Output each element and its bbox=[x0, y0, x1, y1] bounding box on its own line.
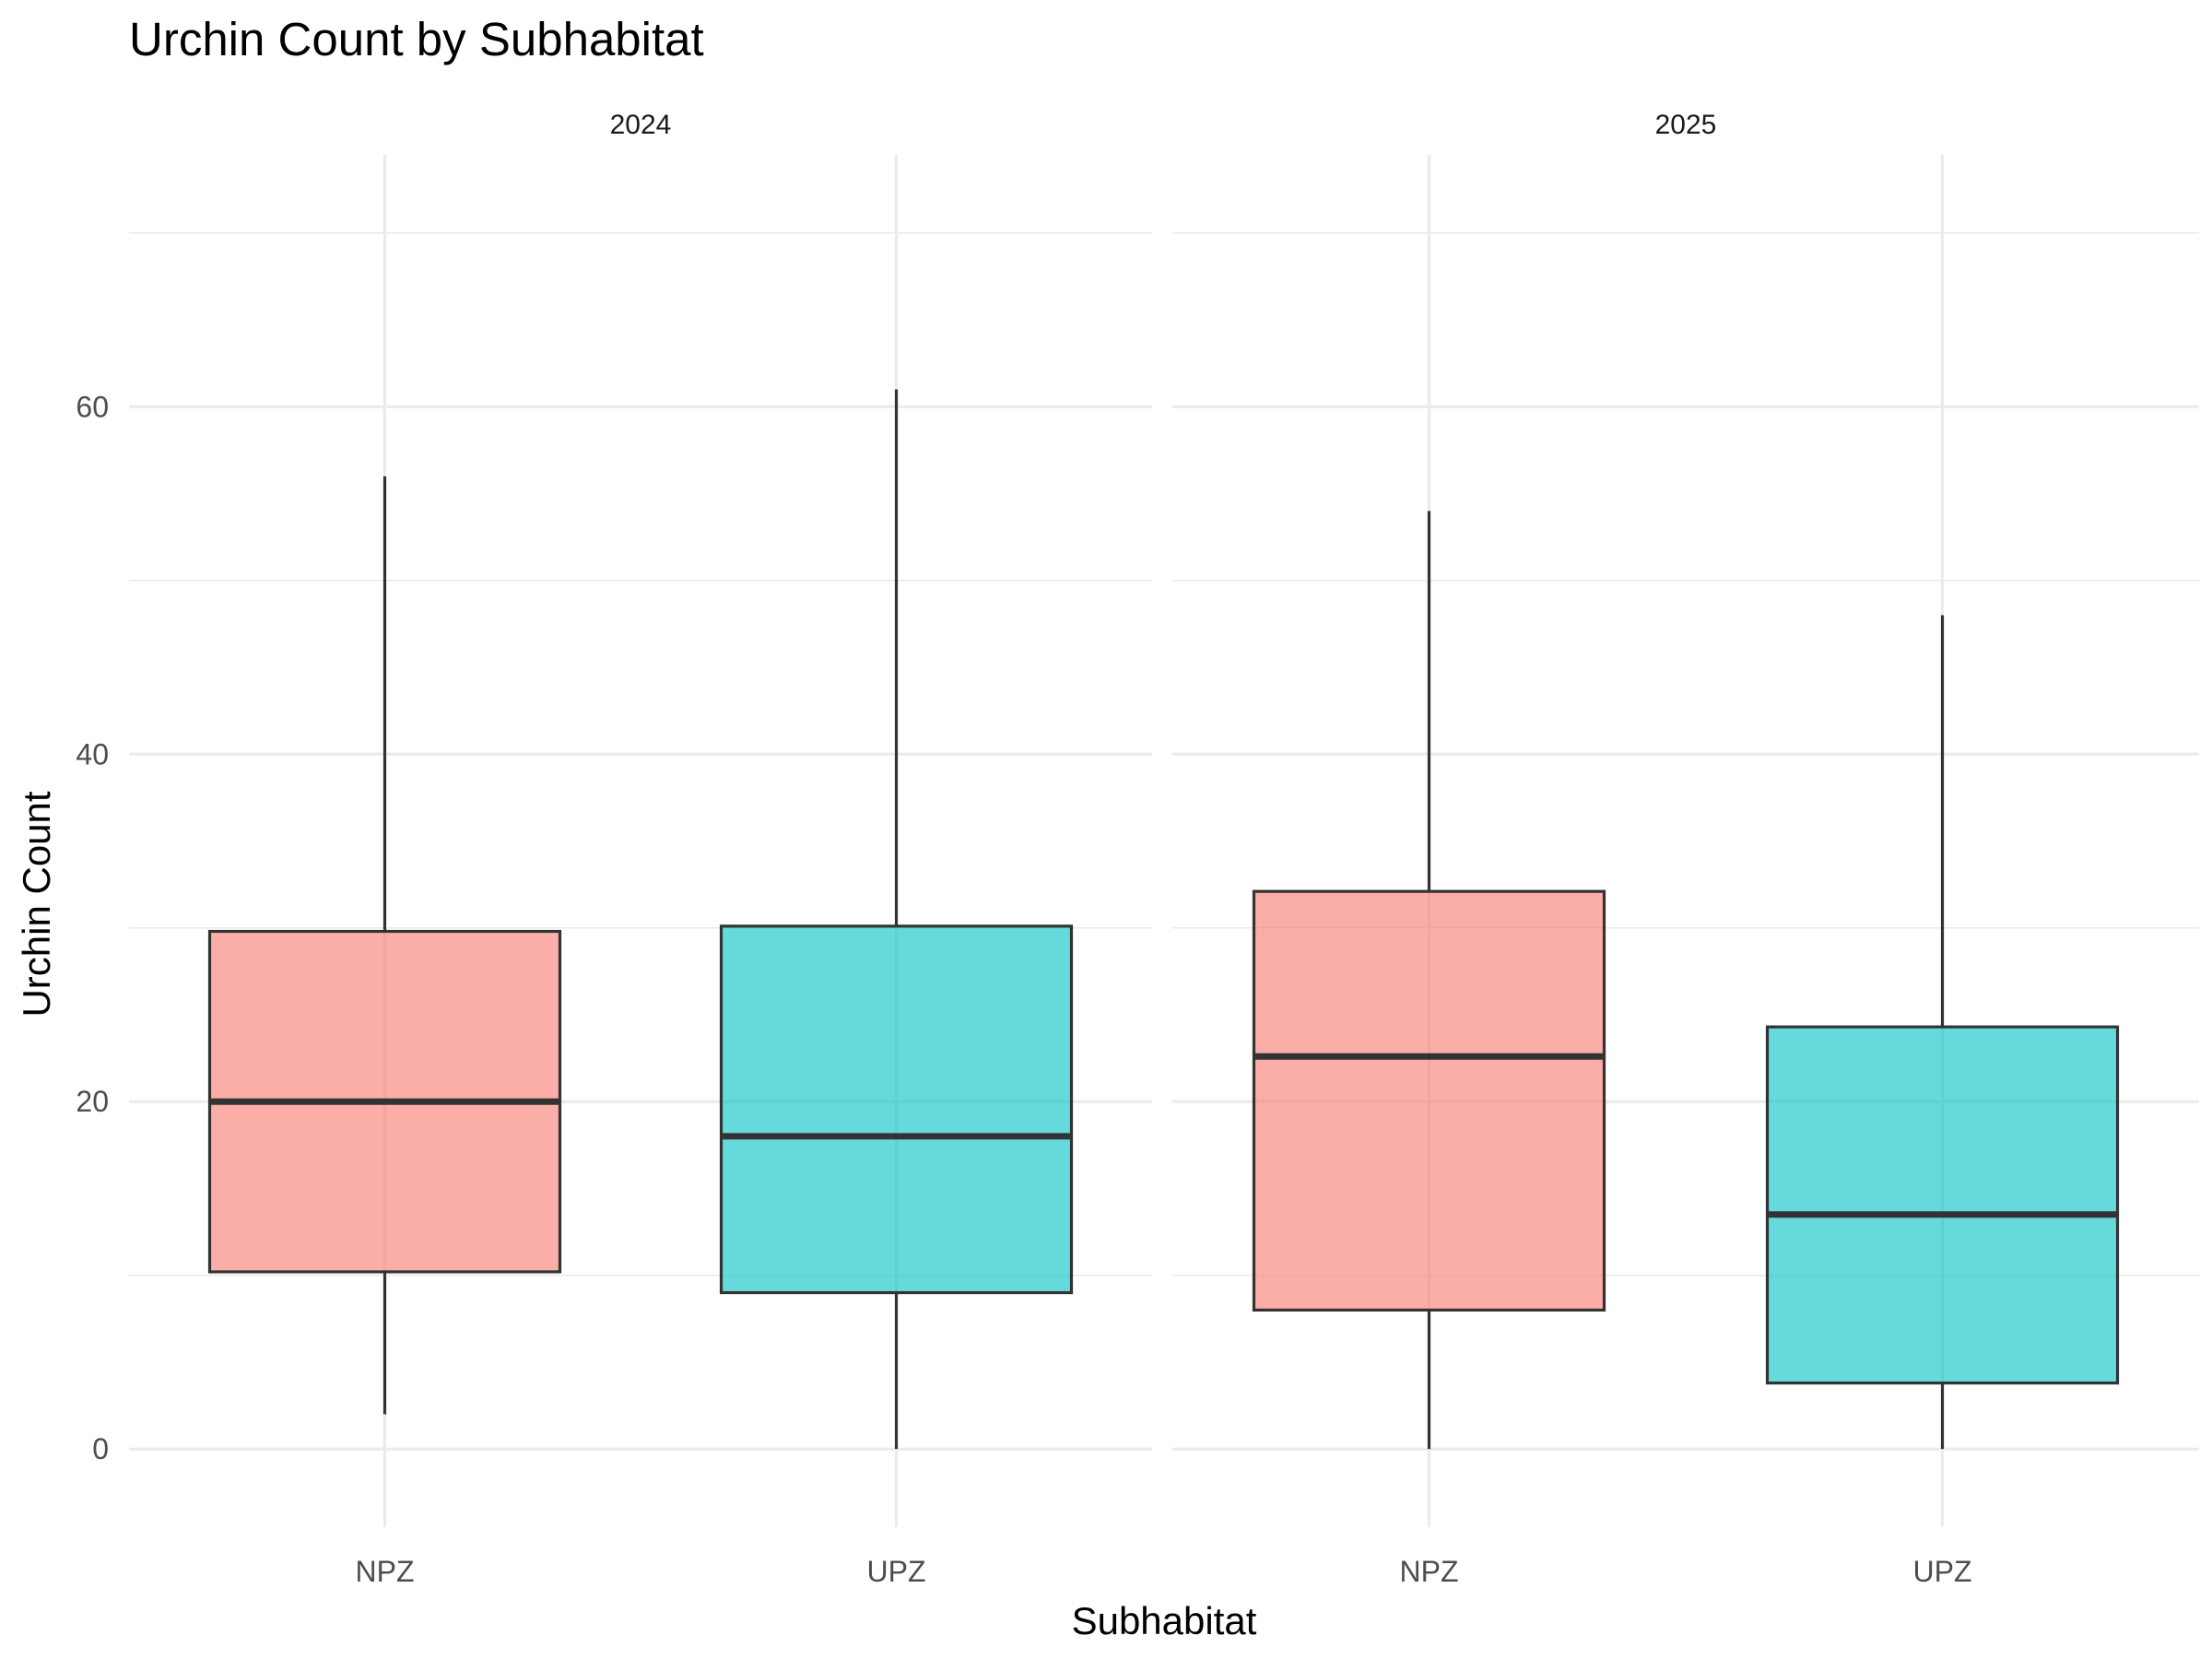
facet-strip-label: 2025 bbox=[1655, 110, 1717, 140]
box-iqr bbox=[1765, 1025, 2120, 1385]
y-axis: 0 20 40 60 bbox=[76, 390, 109, 1465]
y-tick-label: 20 bbox=[76, 1085, 109, 1118]
facet-panel-2024: 2024 NPZ UPZ bbox=[129, 110, 1152, 1588]
x-tick-label: UPZ bbox=[867, 1555, 926, 1588]
box-2025-NPZ bbox=[1252, 511, 1606, 1450]
y-tick-label: 0 bbox=[92, 1432, 109, 1465]
y-tick-label: 40 bbox=[76, 737, 109, 771]
box-iqr bbox=[1252, 889, 1606, 1312]
facet-panel-2025: 2025 NPZ UPZ bbox=[1172, 110, 2199, 1588]
box-iqr bbox=[719, 924, 1074, 1295]
y-axis-title: Urchin Count bbox=[15, 791, 58, 1017]
box-2024-NPZ bbox=[207, 476, 562, 1415]
box-2024-UPZ bbox=[719, 389, 1074, 1450]
x-axis-title: Subhabitat bbox=[1072, 1599, 1257, 1642]
x-tick-label: NPZ bbox=[356, 1555, 415, 1588]
facet-panels: 2024 NPZ UPZ 2025 NPZ UPZ bbox=[129, 110, 2199, 1588]
box-2025-UPZ bbox=[1765, 615, 2120, 1450]
x-tick-label: NPZ bbox=[1400, 1555, 1459, 1588]
x-tick-label: UPZ bbox=[1913, 1555, 1972, 1588]
facet-strip-label: 2024 bbox=[610, 110, 672, 140]
y-tick-label: 60 bbox=[76, 390, 109, 423]
chart-title: Urchin Count by Subhabitat bbox=[129, 13, 704, 65]
